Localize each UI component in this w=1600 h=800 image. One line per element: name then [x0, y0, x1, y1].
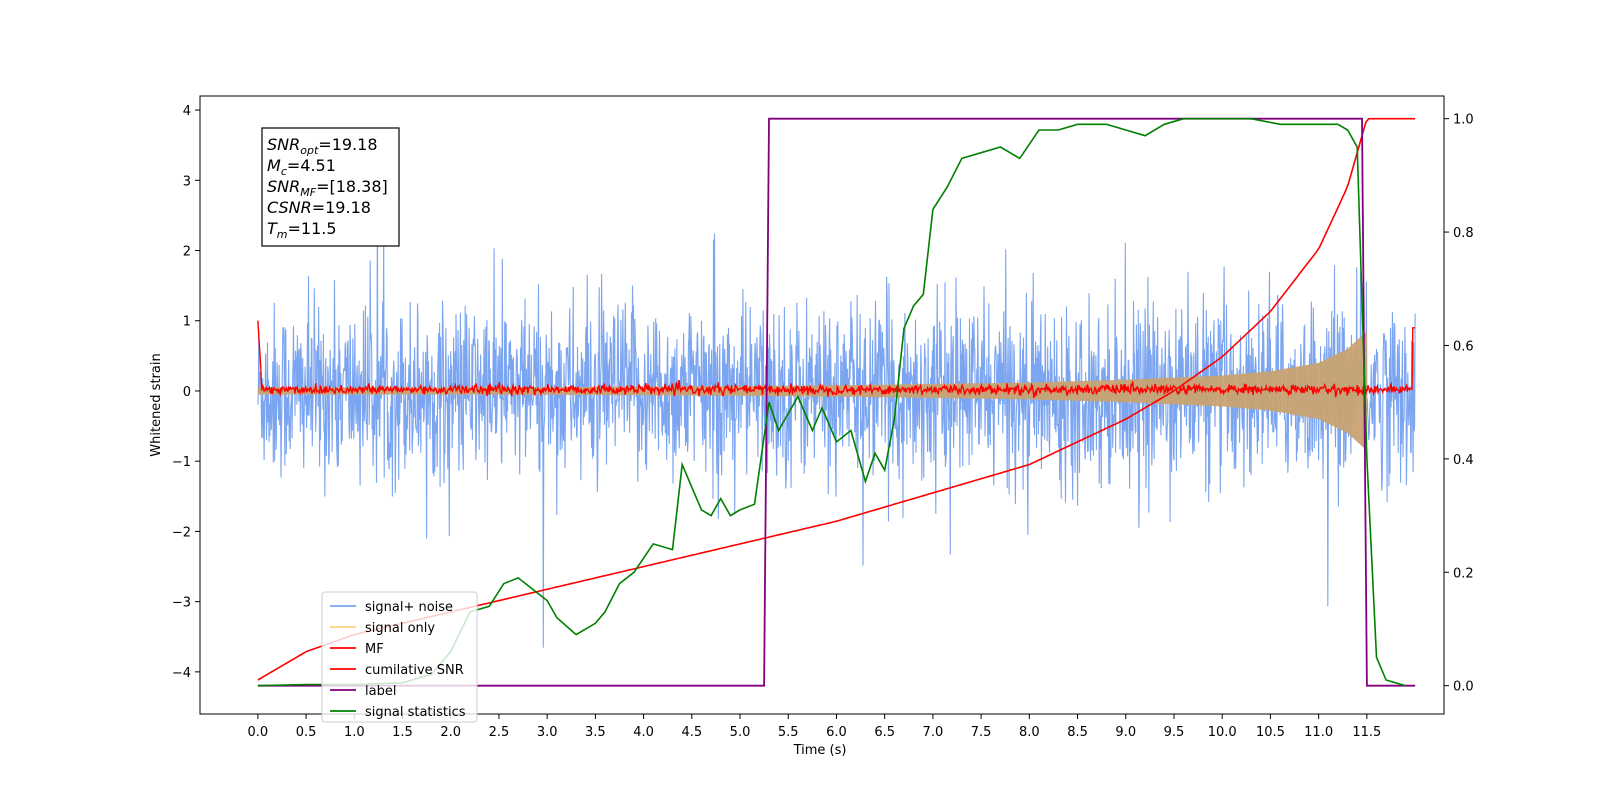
annotation-line: Mc=4.51: [267, 156, 336, 178]
y2-tick-label: 0.6: [1453, 339, 1474, 354]
y-tick-label: −4: [172, 666, 191, 681]
series-mf: [257, 320, 1416, 399]
x-tick-label: 2.0: [440, 725, 461, 740]
x-tick-label: 11.5: [1352, 725, 1381, 740]
legend: signal+ noise signal only MF cumilative SNR…: [321, 591, 478, 723]
legend-entry: label: [365, 684, 396, 699]
legend-entry: MF: [365, 642, 384, 657]
y-tick-label: 1: [183, 315, 191, 330]
y2-tick-label: 0.2: [1453, 566, 1474, 581]
x-tick-label: 4.0: [633, 725, 654, 740]
x-tick-label: 11.0: [1304, 725, 1333, 740]
series-signal-noise: [257, 195, 1416, 648]
x-tick-label: 3.5: [585, 725, 606, 740]
legend-frame: [321, 591, 478, 723]
y2-tick-label: 0.0: [1453, 680, 1474, 695]
x-tick-label: 2.5: [489, 725, 510, 740]
stats-annotation-box: SNRopt=19.18Mc=4.51SNRMF=[18.38]CSNR=19.…: [261, 127, 400, 247]
x-tick-label: 0.5: [296, 725, 317, 740]
x-axis: 0.0 0.5 1.0 1.5 2.0 2.5 3.0 3.5 4.0 4.5 5.0 5.5 6.0 6…: [248, 714, 1381, 740]
y-tick-label: −1: [172, 455, 191, 470]
annotation-frame: [261, 127, 400, 247]
x-tick-label: 1.0: [344, 725, 365, 740]
annotation-line: Tm=11.5: [267, 219, 337, 241]
legend-entry: signal+ noise: [365, 600, 453, 615]
series-label: [257, 117, 1416, 687]
legend-entry: signal statistics: [365, 705, 466, 720]
y-axis-label: Whitened strain: [149, 353, 164, 456]
y2-tick-label: 1.0: [1453, 113, 1474, 128]
y-axis-right: 0.0 0.2 0.4 0.6 0.8 1.0: [1444, 113, 1474, 695]
y-tick-label: 3: [183, 174, 191, 189]
x-tick-label: 8.0: [1019, 725, 1040, 740]
annotation-line: SNRopt=19.18: [267, 135, 378, 157]
x-tick-label: 5.5: [778, 725, 799, 740]
x-tick-label: 6.5: [874, 725, 895, 740]
y-axis-left: −4 −3 −2 −1 0 1 2 3 4: [172, 104, 200, 681]
y-tick-label: −2: [172, 525, 191, 540]
x-tick-label: 10.0: [1208, 725, 1237, 740]
legend-entry: signal only: [365, 621, 435, 636]
y-tick-label: −3: [172, 596, 191, 611]
x-tick-label: 9.5: [1164, 725, 1185, 740]
y-tick-label: 0: [183, 385, 191, 400]
x-tick-label: 1.5: [392, 725, 413, 740]
annotation-line: SNRMF=[18.38]: [267, 177, 388, 199]
x-tick-label: 8.5: [1067, 725, 1088, 740]
x-axis-label: Time (s): [793, 743, 847, 758]
x-tick-label: 6.0: [826, 725, 847, 740]
annotation-line: CSNR=19.18: [267, 198, 371, 217]
series-signal-statistics: [257, 117, 1406, 687]
y-tick-label: 4: [183, 104, 191, 119]
x-tick-label: 0.0: [248, 725, 269, 740]
y2-tick-label: 0.4: [1453, 453, 1474, 468]
x-tick-label: 7.5: [971, 725, 992, 740]
y-tick-label: 2: [183, 245, 191, 260]
x-tick-label: 4.5: [681, 725, 702, 740]
legend-entry: cumilative SNR: [365, 663, 464, 678]
plot-frame: [199, 95, 1445, 715]
y2-tick-label: 0.8: [1453, 226, 1474, 241]
x-tick-label: 9.0: [1115, 725, 1136, 740]
x-tick-label: 10.5: [1256, 725, 1285, 740]
x-tick-label: 7.0: [923, 725, 944, 740]
x-tick-label: 3.0: [537, 725, 558, 740]
x-tick-label: 5.0: [730, 725, 751, 740]
